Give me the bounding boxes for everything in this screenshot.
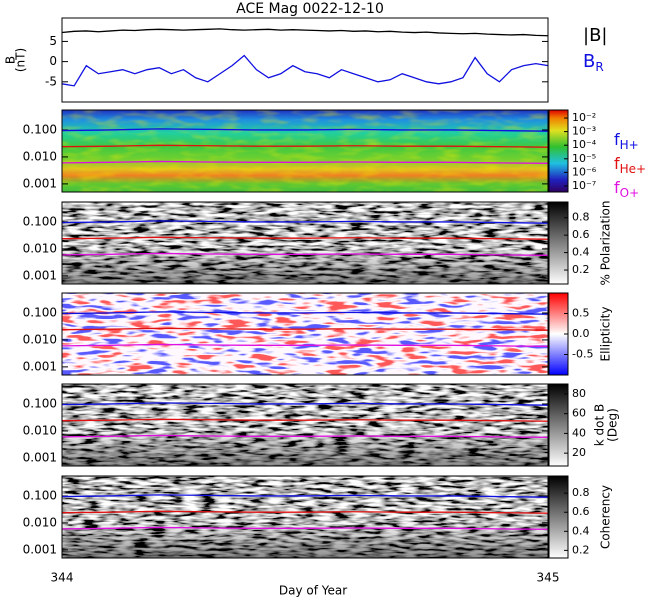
series-line [61, 510, 549, 514]
series-line [61, 54, 549, 87]
series-line [61, 236, 549, 240]
colorbar-label: k dot B [593, 404, 607, 446]
colorbar-tick-label: 10⁻⁴ [572, 138, 597, 151]
spectrogram-texture [62, 293, 548, 375]
legend-entry: fHe+ [614, 154, 646, 176]
legend-label: f [614, 178, 620, 197]
series-line [61, 418, 549, 422]
legend-label: f [614, 130, 620, 149]
colorbar-tick-label: 60 [572, 407, 586, 420]
plot-frame [61, 201, 549, 285]
colorbar-tick-label: 10⁻⁷ [572, 179, 596, 192]
colorbar-tick-label: 0.4 [572, 524, 590, 537]
series-line [61, 252, 549, 256]
y-axis-label: B [4, 56, 18, 64]
colorbar-tick-label: 0.2 [572, 263, 590, 276]
series-line [61, 220, 549, 224]
colorbar-tick-label: 20 [572, 446, 586, 459]
plot-frame [61, 109, 549, 193]
colorbar-tick-label: 10⁻⁶ [572, 165, 597, 178]
colorbar-tick-label: -0.5 [572, 348, 593, 361]
y-tick-label: 0.010 [23, 423, 57, 437]
series-line [61, 434, 549, 438]
series-line [61, 327, 549, 331]
series-line [61, 494, 549, 498]
y-tick-label: -5 [45, 74, 57, 88]
colorbar-label: % Polarization [599, 201, 613, 286]
plot-frame [61, 17, 549, 103]
colorbar-label: Ellipticity [599, 307, 613, 362]
y-tick-label: 5 [49, 34, 57, 48]
y-tick-label: 0.001 [23, 176, 57, 190]
y-tick-label: 0.010 [23, 241, 57, 255]
colorbar-tick-label: 80 [572, 387, 586, 400]
colorbar [548, 475, 569, 559]
spectrogram-shade [62, 384, 548, 466]
legend-subscript: O+ [620, 186, 640, 200]
colorbar-tick-label: 0.8 [572, 211, 590, 224]
series-line [61, 343, 549, 347]
plot-frame [61, 475, 549, 559]
legend-subscript: He+ [620, 162, 646, 176]
x-axis-label: Day of Year [279, 584, 347, 598]
series-line [61, 311, 549, 315]
y-tick-label: 0 [49, 54, 57, 68]
legend-subscript: R [595, 60, 603, 74]
legend-entry: fO+ [614, 178, 639, 200]
y-tick-label: 0.001 [23, 450, 57, 464]
colorbar-tick-label: 0.6 [572, 505, 590, 518]
spectrogram-shade [62, 202, 548, 284]
chart-title: ACE Mag 0022-12-10 [236, 1, 384, 17]
y-axis-label: (nT) [14, 48, 28, 72]
y-tick-label: 0.100 [23, 488, 57, 502]
colorbar-tick-label: 0.8 [572, 486, 590, 499]
legend-label: f [614, 154, 620, 173]
y-tick-label: 0.100 [23, 305, 57, 319]
colorbar-label: Coherency [599, 485, 613, 549]
colorbar-label: (Deg) [606, 408, 620, 442]
spectrogram-texture [62, 110, 548, 192]
colorbar-tick-label: 10⁻² [572, 111, 596, 124]
legend-label: B [583, 51, 595, 72]
colorbar-tick-label: 0.0 [572, 327, 590, 340]
legend-entry: |B| [583, 25, 607, 46]
spectrogram-shade [62, 476, 548, 558]
y-tick-label: 0.100 [23, 214, 57, 228]
series-line [61, 28, 549, 37]
series-line [61, 160, 549, 164]
y-tick-label: 0.010 [23, 332, 57, 346]
y-tick-label: 0.001 [23, 268, 57, 282]
legend-subscript: H+ [620, 138, 639, 152]
series-line [61, 526, 549, 530]
x-tick-label: 345 [537, 571, 560, 585]
x-tick-label: 344 [51, 571, 74, 585]
legend-entry: BR [583, 51, 604, 74]
colorbar-tick-label: 0.5 [572, 307, 590, 320]
series-line [61, 144, 549, 148]
y-tick-label: 0.001 [23, 359, 57, 373]
y-tick-label: 0.010 [23, 149, 57, 163]
colorbar [548, 383, 569, 467]
colorbar [548, 109, 569, 193]
legend-entry: fH+ [614, 130, 639, 152]
colorbar-tick-label: 0.6 [572, 228, 590, 241]
y-tick-label: 0.001 [23, 542, 57, 556]
series-line [61, 128, 549, 132]
colorbar-tick-label: 40 [572, 426, 586, 439]
colorbar [548, 201, 569, 285]
series-line [61, 402, 549, 406]
colorbar-tick-label: 0.4 [572, 246, 590, 259]
y-tick-label: 0.100 [23, 396, 57, 410]
plot-frame [61, 292, 549, 376]
colorbar-tick-label: 0.2 [572, 543, 590, 556]
y-tick-label: 0.100 [23, 122, 57, 136]
plot-frame [61, 383, 549, 467]
colorbar-tick-label: 10⁻⁵ [572, 152, 596, 165]
colorbar-tick-label: 10⁻³ [572, 125, 596, 138]
legend-label: |B| [583, 25, 607, 46]
y-tick-label: 0.010 [23, 515, 57, 529]
